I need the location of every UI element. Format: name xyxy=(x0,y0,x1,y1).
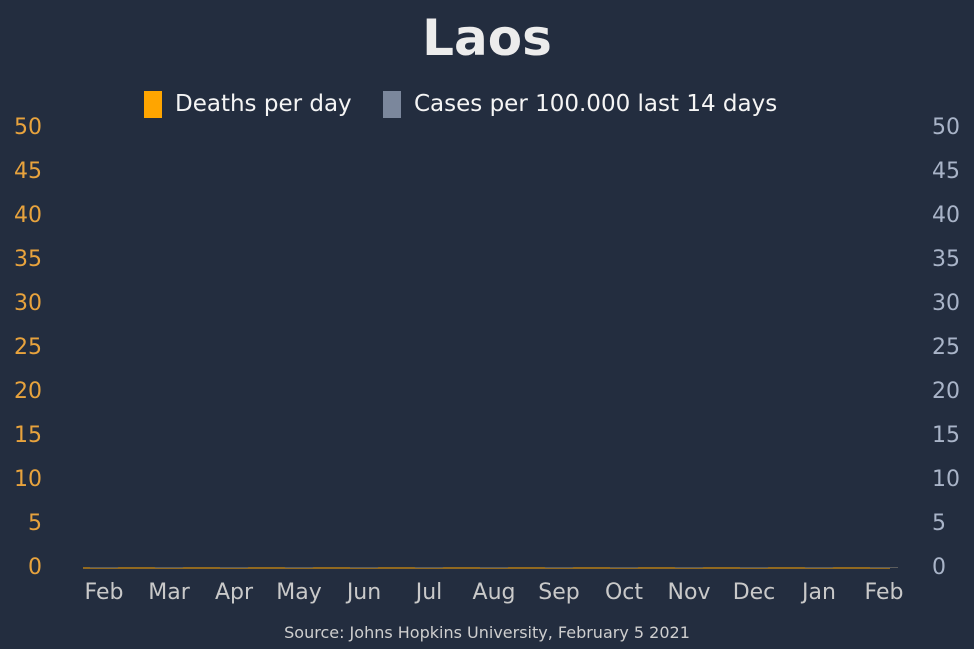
y-left-tick-label: 0 xyxy=(28,555,42,580)
y-right-tick-label: 35 xyxy=(932,247,960,272)
x-tick-label: Sep xyxy=(538,580,579,605)
bar-cases xyxy=(220,567,248,568)
x-tick-label: Feb xyxy=(85,580,124,605)
y-left-tick-label: 50 xyxy=(14,115,42,140)
bar-cases xyxy=(740,567,768,568)
y-right-tick-label: 15 xyxy=(932,423,960,448)
legend: Deaths per day Cases per 100.000 last 14… xyxy=(144,91,777,118)
x-tick-label: Dec xyxy=(733,580,776,605)
source-note: Source: Johns Hopkins University, Februa… xyxy=(284,623,690,642)
x-tick-label: Apr xyxy=(215,580,254,605)
bar-cases xyxy=(285,567,313,568)
legend-label-deaths: Deaths per day xyxy=(175,91,352,117)
x-tick-label: Mar xyxy=(148,580,190,605)
legend-label-cases: Cases per 100.000 last 14 days xyxy=(414,91,777,117)
bar-cases xyxy=(480,567,508,568)
x-tick-label: Aug xyxy=(473,580,516,605)
x-tick-label: Jun xyxy=(345,580,381,605)
y-left-tick-label: 40 xyxy=(14,203,42,228)
plot-area xyxy=(83,567,898,569)
x-tick-label: Nov xyxy=(668,580,711,605)
y-axis-right: 0 5 10 15 20 25 30 35 40 45 50 xyxy=(932,115,960,580)
x-tick-label: Jan xyxy=(800,580,836,605)
y-left-tick-label: 45 xyxy=(14,159,42,184)
bar-cases xyxy=(675,567,703,568)
legend-swatch-deaths xyxy=(144,91,162,118)
y-axis-left: 0 5 10 15 20 25 30 35 40 45 50 xyxy=(14,115,42,580)
y-right-tick-label: 30 xyxy=(932,291,960,316)
bar-cases xyxy=(610,567,638,568)
y-right-tick-label: 0 xyxy=(932,555,946,580)
bar-cases xyxy=(805,567,833,568)
chart-title: Laos xyxy=(422,9,552,67)
y-left-tick-label: 30 xyxy=(14,291,42,316)
x-tick-label: Oct xyxy=(605,580,643,605)
y-right-tick-label: 45 xyxy=(932,159,960,184)
legend-swatch-cases xyxy=(383,91,401,118)
y-right-tick-label: 5 xyxy=(932,511,946,536)
y-left-tick-label: 10 xyxy=(14,467,42,492)
y-right-tick-label: 50 xyxy=(932,115,960,140)
y-right-tick-label: 40 xyxy=(932,203,960,228)
x-axis: Feb Mar Apr May Jun Jul Aug Sep Oct Nov Dec Jan Feb xyxy=(85,580,904,605)
bar-cases xyxy=(545,567,573,568)
y-left-tick-label: 35 xyxy=(14,247,42,272)
y-left-tick-label: 15 xyxy=(14,423,42,448)
bar-cases xyxy=(90,567,118,568)
y-right-tick-label: 25 xyxy=(932,335,960,360)
y-left-tick-label: 20 xyxy=(14,379,42,404)
y-right-tick-label: 10 xyxy=(932,467,960,492)
x-tick-label: Feb xyxy=(865,580,904,605)
bar-cases xyxy=(415,567,443,568)
bar-cases xyxy=(155,567,183,568)
bar-cases xyxy=(350,567,378,568)
y-left-tick-label: 25 xyxy=(14,335,42,360)
x-tick-label: May xyxy=(276,580,321,605)
x-tick-label: Jul xyxy=(414,580,443,605)
y-left-tick-label: 5 xyxy=(28,511,42,536)
bar-cases xyxy=(870,567,898,568)
y-right-tick-label: 20 xyxy=(932,379,960,404)
